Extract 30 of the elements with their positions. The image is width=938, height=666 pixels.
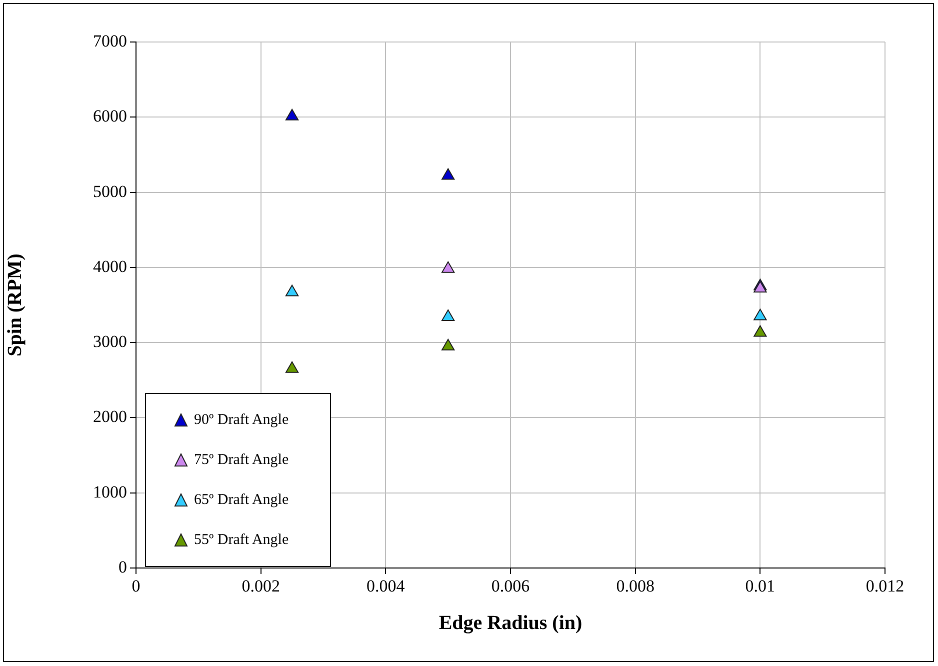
y-tick-label: 3000 — [93, 332, 127, 352]
point — [442, 338, 455, 350]
legend-label: 65º Draft Angle — [194, 492, 289, 508]
point — [285, 361, 299, 373]
y-tick-label: 7000 — [93, 31, 127, 50]
x-tick-label: 0 — [132, 576, 140, 596]
legend-label: 55º Draft Angle — [194, 532, 289, 548]
x-tick-label: 0.002 — [242, 576, 280, 596]
legend-label: 90º Draft Angle — [194, 412, 289, 428]
x-tick-label: 0.01 — [745, 576, 776, 596]
x-axis-title: Edge Radius (in) — [438, 612, 582, 634]
point — [754, 325, 767, 337]
x-tick-label: 0.004 — [366, 576, 406, 596]
point — [285, 284, 299, 296]
x-tick-label: 0.008 — [616, 576, 654, 596]
y-tick-label: 2000 — [93, 407, 127, 426]
y-tick-label: 1000 — [93, 482, 127, 502]
y-tick-label: 5000 — [93, 182, 127, 201]
x-tick-label: 0.006 — [491, 576, 530, 596]
point — [442, 168, 455, 180]
point — [754, 308, 767, 320]
y-tick-label: 0 — [118, 557, 127, 576]
point — [442, 310, 455, 322]
y-axis-title: Spin (RPM) — [4, 254, 26, 356]
point — [285, 108, 299, 120]
point — [442, 261, 455, 273]
x-tick-label: 0.012 — [866, 576, 904, 596]
legend-label: 75º Draft Angle — [194, 452, 289, 468]
y-tick-label: 6000 — [93, 106, 127, 126]
y-tick-label: 4000 — [93, 256, 127, 276]
